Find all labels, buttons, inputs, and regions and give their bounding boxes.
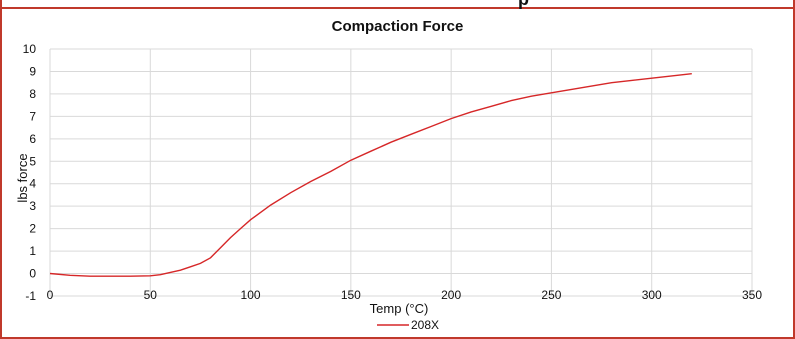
y-axis-label: lbs force [15, 153, 30, 202]
x-tick-label: 350 [742, 288, 762, 302]
y-tick-label: 3 [29, 199, 36, 213]
x-tick-label: 200 [441, 288, 461, 302]
y-tick-label: 4 [29, 177, 36, 191]
grid [49, 48, 753, 297]
x-axis-label: Temp (°C) [370, 301, 429, 316]
x-tick-label: 300 [642, 288, 662, 302]
frame-top-border [0, 7, 793, 9]
chart-title: Compaction Force [331, 18, 464, 35]
x-tick-label: 50 [144, 288, 158, 302]
y-tick-label: 5 [29, 154, 36, 168]
y-tick-label: 7 [29, 109, 36, 123]
series-layer [49, 73, 692, 277]
y-tick-label: -1 [25, 289, 36, 303]
page-title-fragment: p [518, 0, 578, 9]
y-tick-label: 6 [29, 132, 36, 146]
series-line-208X [49, 73, 692, 277]
x-tick-label: 150 [341, 288, 361, 302]
x-tick-label: 100 [241, 288, 261, 302]
y-tick-label: 8 [29, 87, 36, 101]
legend: 208X [377, 318, 439, 332]
legend-label: 208X [411, 318, 439, 332]
x-tick-label: 250 [541, 288, 561, 302]
y-tick-label: 9 [29, 64, 36, 78]
y-tick-label: 0 [29, 267, 36, 281]
x-tick-label: 0 [47, 288, 54, 302]
y-tick-label: 2 [29, 222, 36, 236]
y-tick-label: 10 [23, 42, 37, 56]
y-tick-label: 1 [29, 244, 36, 258]
